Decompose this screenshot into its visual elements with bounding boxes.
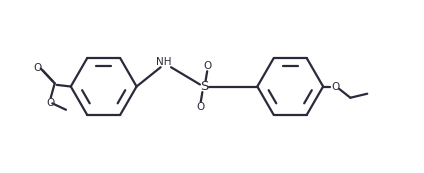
Text: O: O [203,61,211,71]
Text: O: O [47,98,55,108]
Text: S: S [200,80,208,93]
Text: O: O [331,81,339,92]
Text: O: O [33,63,41,73]
Text: O: O [197,102,205,112]
Text: NH: NH [156,57,172,67]
